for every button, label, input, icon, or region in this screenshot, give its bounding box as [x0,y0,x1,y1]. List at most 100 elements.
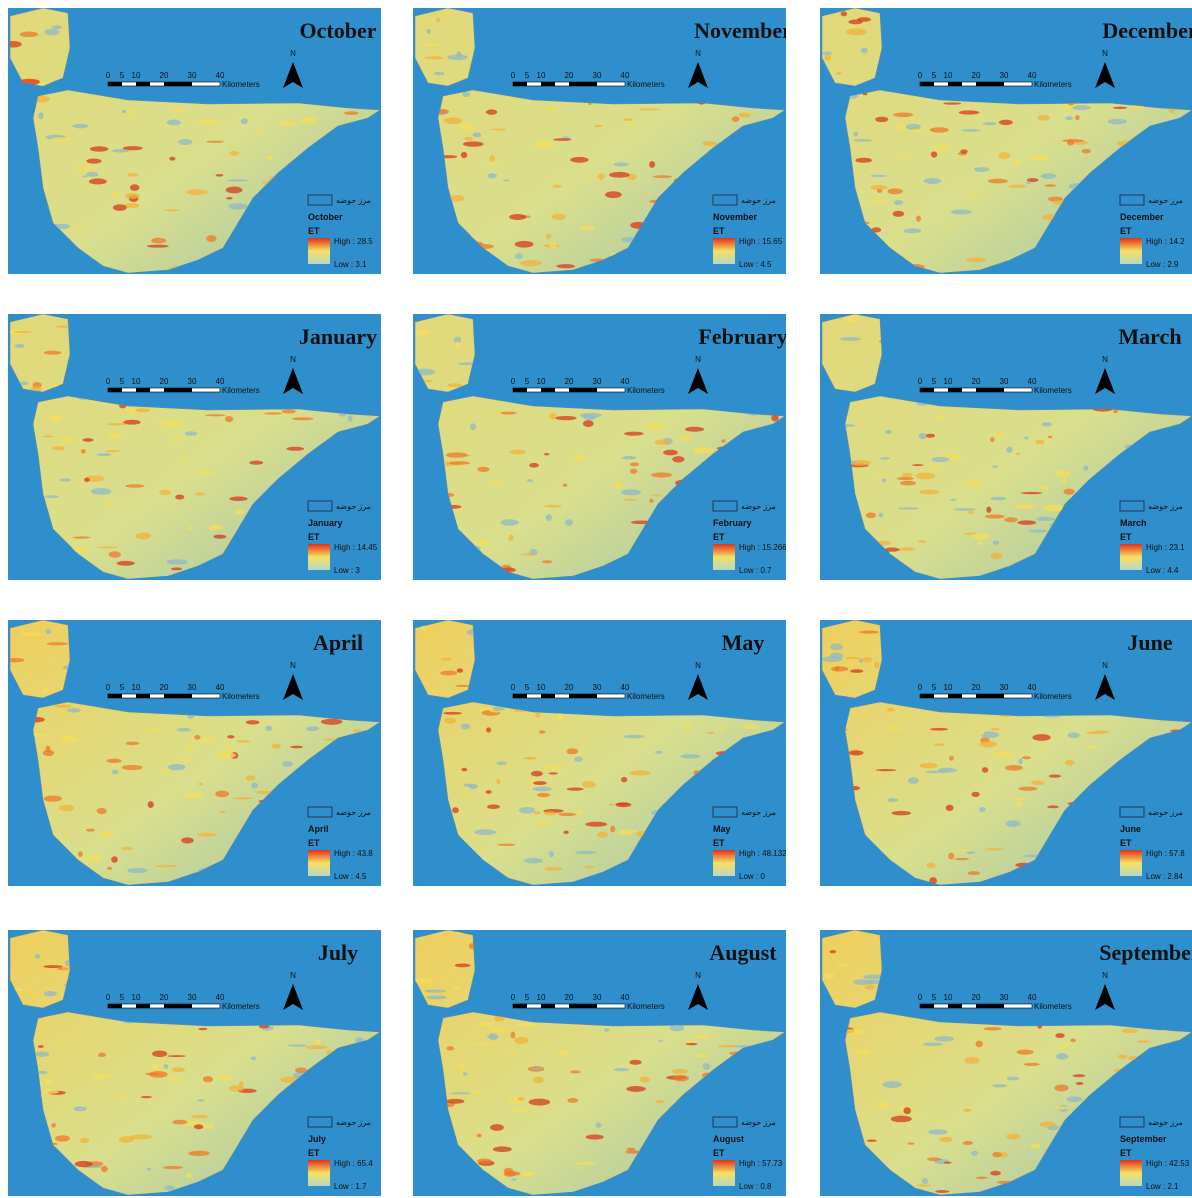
et-patch [652,494,662,496]
north-label: N [695,661,701,670]
et-patch [81,449,86,454]
et-patch [544,765,564,770]
et-patch [862,657,872,662]
scale-label: 5 [120,71,125,80]
et-patch [43,965,62,968]
et-patch [703,1063,710,1070]
map-title: April [313,630,363,655]
legend-low: Low : 2.1 [1146,1182,1179,1191]
et-patch [187,1173,193,1179]
scale-label: 10 [132,993,141,1002]
et-patch [719,727,725,730]
et-patch [164,1064,168,1069]
et-patch [946,805,954,811]
et-patch [455,685,470,687]
map-panel: January0510203040KilometersNمرز حوضهJanu… [8,314,381,580]
et-patch [84,478,90,482]
scale-label: 0 [106,71,111,80]
et-patch [500,412,517,415]
et-patch [89,178,107,184]
et-patch [583,415,596,420]
et-patch [702,141,717,146]
et-patch [911,129,923,132]
legend-variable: ET [713,838,725,848]
scale-label: 30 [188,683,197,692]
scale-bar-segment [976,694,1004,698]
et-patch [658,1040,663,1042]
map-title: October [300,18,377,43]
et-patch [344,111,359,115]
legend-low: Low : 4.5 [334,872,367,881]
et-patch [830,950,837,953]
et-patch [135,408,150,412]
et-patch [227,179,248,181]
et-patch [484,163,502,165]
et-patch [125,484,144,488]
et-patch [672,1069,688,1074]
legend-ramp [713,850,735,876]
et-patch [463,1072,468,1076]
et-patch [954,858,969,860]
et-patch [922,1178,928,1184]
scale-label: 5 [120,377,125,386]
et-patch [38,112,43,119]
et-patch [993,541,999,545]
et-patch [859,631,879,634]
et-patch [629,1060,641,1065]
et-patch [434,72,445,76]
et-patch [1018,787,1037,791]
et-patch [1055,1033,1064,1038]
et-patch [980,730,984,735]
et-patch [111,856,118,863]
et-patch [126,742,140,746]
scale-label: 30 [1000,71,1009,80]
boundary-label: مرز حوضه [1148,196,1183,205]
map-panel: November0510203040KilometersNمرز حوضهNov… [413,8,786,274]
et-patch [622,456,637,460]
et-patch [256,129,262,134]
et-patch [621,777,627,783]
et-patch [880,457,890,459]
scale-bar-segment [569,694,597,698]
scale-bar-segment [136,1004,150,1008]
et-patch [574,756,583,761]
legend-ramp [308,238,330,264]
et-patch [82,438,93,441]
scale-unit: Kilometers [1034,80,1072,89]
et-patch [861,48,868,54]
et-patch [877,473,890,475]
scale-label: 30 [593,71,602,80]
legend-title: November [713,212,758,222]
scale-label: 10 [537,993,546,1002]
et-patch [166,559,187,564]
et-patch [246,775,256,780]
et-patch [194,735,200,740]
et-patch [490,1124,504,1131]
et-patch [524,858,543,864]
et-patch [203,1123,214,1128]
et-patch [477,1134,482,1138]
et-patch [415,329,430,336]
north-label: N [290,661,296,670]
et-patch [848,20,862,25]
et-patch [580,225,596,230]
et-patch [976,1177,988,1180]
et-patch [489,1028,507,1033]
scale-unit: Kilometers [222,1002,260,1011]
map-title: February [698,324,786,349]
et-patch [288,1044,308,1046]
et-patch [492,128,507,130]
et-patch [228,203,247,210]
scale-bar-segment [976,1004,1004,1008]
scale-label: 30 [1000,377,1009,386]
et-patch [86,172,98,177]
north-label: N [290,971,296,980]
et-patch [1006,447,1012,453]
et-patch [447,383,462,387]
et-patch [1031,1143,1041,1148]
scale-label: 5 [525,993,530,1002]
et-patch [353,729,361,732]
et-patch [979,807,986,812]
et-patch [112,149,129,152]
et-patch [517,1023,537,1026]
